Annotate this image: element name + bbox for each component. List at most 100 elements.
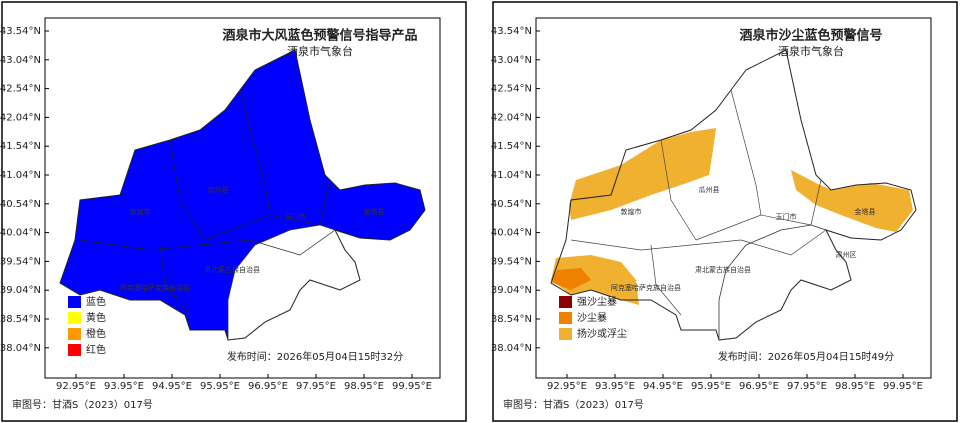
y-tick-label: 38.04°N bbox=[0, 343, 41, 354]
county-border bbox=[730, 89, 762, 216]
region-label: 敦煌市 bbox=[130, 207, 151, 216]
county-border bbox=[740, 229, 827, 256]
area-fill bbox=[551, 255, 639, 305]
y-tick-label: 43.54°N bbox=[0, 26, 41, 37]
map-title: 酒泉市大风蓝色预警信号指导产品 bbox=[222, 28, 417, 44]
y-tick-label: 43.54°N bbox=[491, 26, 532, 37]
county-border bbox=[169, 139, 206, 241]
area-fill bbox=[791, 170, 913, 232]
x-tick-label: 97.95°E bbox=[787, 381, 827, 392]
county-border bbox=[239, 89, 271, 216]
region-label: 肃州区 bbox=[836, 250, 857, 259]
legend-label: 强沙尘暴 bbox=[577, 296, 617, 308]
county-border bbox=[79, 239, 251, 251]
x-tick-label: 95.95°E bbox=[200, 381, 240, 392]
review-number: 审图号：甘酒S（2023）017号 bbox=[12, 398, 153, 411]
city-outline bbox=[550, 49, 917, 341]
legend-swatch bbox=[68, 312, 81, 324]
y-tick-label: 43.04°N bbox=[0, 55, 41, 66]
county-border bbox=[570, 239, 742, 251]
x-tick-label: 99.95°E bbox=[392, 381, 432, 392]
county-border bbox=[660, 139, 697, 241]
y-tick-label: 39.04°N bbox=[0, 285, 41, 296]
area-fill bbox=[551, 268, 591, 290]
area-fill bbox=[228, 225, 360, 340]
x-tick-label: 98.95°E bbox=[835, 381, 875, 392]
area-fill bbox=[551, 50, 916, 340]
legend-swatch bbox=[559, 328, 572, 340]
y-tick-label: 42.04°N bbox=[491, 112, 532, 123]
region-label: 阿克塞哈萨克族自治县 bbox=[611, 283, 681, 292]
y-tick-label: 40.04°N bbox=[491, 228, 532, 239]
y-tick-label: 42.54°N bbox=[0, 84, 41, 95]
x-tick-label: 93.95°E bbox=[595, 381, 635, 392]
issue-time: 发布时间：2026年05月04日15时32分 bbox=[227, 350, 403, 363]
y-tick-label: 41.04°N bbox=[491, 170, 532, 181]
legend-swatch bbox=[68, 296, 81, 308]
legend-label: 蓝色 bbox=[86, 295, 106, 308]
region-label: 阿克塞哈萨克族自治县 bbox=[120, 283, 190, 292]
county-border bbox=[249, 229, 336, 256]
region-label: 金塔县 bbox=[855, 207, 876, 216]
x-tick-label: 99.95°E bbox=[883, 381, 923, 392]
y-tick-label: 41.54°N bbox=[0, 141, 41, 152]
x-tick-label: 98.95°E bbox=[344, 381, 384, 392]
legend-label: 黄色 bbox=[86, 311, 106, 324]
region-label: 玉门市 bbox=[285, 212, 306, 221]
map-title: 酒泉市沙尘蓝色预警信号 bbox=[739, 28, 882, 44]
review-number: 审图号：甘酒S（2023）017号 bbox=[503, 398, 644, 411]
y-tick-label: 40.04°N bbox=[0, 228, 41, 239]
y-tick-label: 39.54°N bbox=[0, 256, 41, 267]
county-border bbox=[810, 179, 822, 226]
region-label: 肃北蒙古族自治县 bbox=[695, 265, 751, 274]
region-label: 瓜州县 bbox=[699, 186, 720, 194]
region-label: 金塔县 bbox=[364, 207, 385, 216]
county-border bbox=[159, 244, 191, 316]
y-tick-label: 41.54°N bbox=[491, 141, 532, 152]
y-tick-label: 39.04°N bbox=[491, 285, 532, 296]
map-panel: 43.54°N 43.04°N 42.54°N 42.04°N 41.54°N 41.04… bbox=[0, 1, 467, 422]
map-subtitle: 酒泉市气象台 bbox=[287, 44, 353, 58]
x-tick-label: 95.95°E bbox=[691, 381, 731, 392]
county-border bbox=[650, 244, 682, 316]
area-fill bbox=[569, 128, 716, 220]
city-outline bbox=[59, 49, 426, 341]
legend-swatch bbox=[559, 312, 572, 324]
x-tick-label: 96.95°E bbox=[739, 381, 779, 392]
y-tick-label: 39.54°N bbox=[491, 256, 532, 267]
legend-label: 沙尘暴 bbox=[577, 312, 607, 324]
region-label: 瓜州县 bbox=[208, 186, 229, 194]
legend-swatch bbox=[559, 296, 572, 308]
x-tick-label: 92.95°E bbox=[56, 381, 96, 392]
y-tick-label: 40.54°N bbox=[0, 199, 41, 210]
y-tick-label: 42.54°N bbox=[491, 84, 532, 95]
y-tick-label: 38.04°N bbox=[491, 343, 532, 354]
y-tick-label: 42.04°N bbox=[0, 112, 41, 123]
x-tick-label: 97.95°E bbox=[296, 381, 336, 392]
map-subtitle: 酒泉市气象台 bbox=[778, 44, 844, 58]
map-panel: 43.54°N 43.04°N 42.54°N 42.04°N 41.54°N 41.04… bbox=[491, 1, 958, 422]
legend-label: 橙色 bbox=[86, 327, 106, 340]
x-tick-label: 94.95°E bbox=[643, 381, 683, 392]
se-outline bbox=[718, 224, 852, 341]
legend-swatch bbox=[68, 344, 81, 356]
region-label: 敦煌市 bbox=[621, 207, 642, 216]
legend-swatch bbox=[68, 328, 81, 340]
y-tick-label: 40.54°N bbox=[491, 199, 532, 210]
legend-label: 红色 bbox=[86, 343, 106, 356]
region-label: 肃北蒙古族自治县 bbox=[204, 265, 260, 274]
y-tick-label: 43.04°N bbox=[491, 55, 532, 66]
x-tick-label: 94.95°E bbox=[152, 381, 192, 392]
x-tick-label: 93.95°E bbox=[104, 381, 144, 392]
region-label: 玉门市 bbox=[776, 212, 797, 221]
se-outline bbox=[227, 224, 361, 341]
x-tick-label: 96.95°E bbox=[248, 381, 288, 392]
legend-label: 扬沙或浮尘 bbox=[577, 327, 627, 340]
x-tick-label: 92.95°E bbox=[547, 381, 587, 392]
y-tick-label: 38.54°N bbox=[491, 314, 532, 325]
county-border bbox=[319, 179, 331, 226]
issue-time: 发布时间：2026年05月04日15时49分 bbox=[718, 350, 894, 363]
y-tick-label: 41.04°N bbox=[0, 170, 41, 181]
y-tick-label: 38.54°N bbox=[0, 314, 41, 325]
